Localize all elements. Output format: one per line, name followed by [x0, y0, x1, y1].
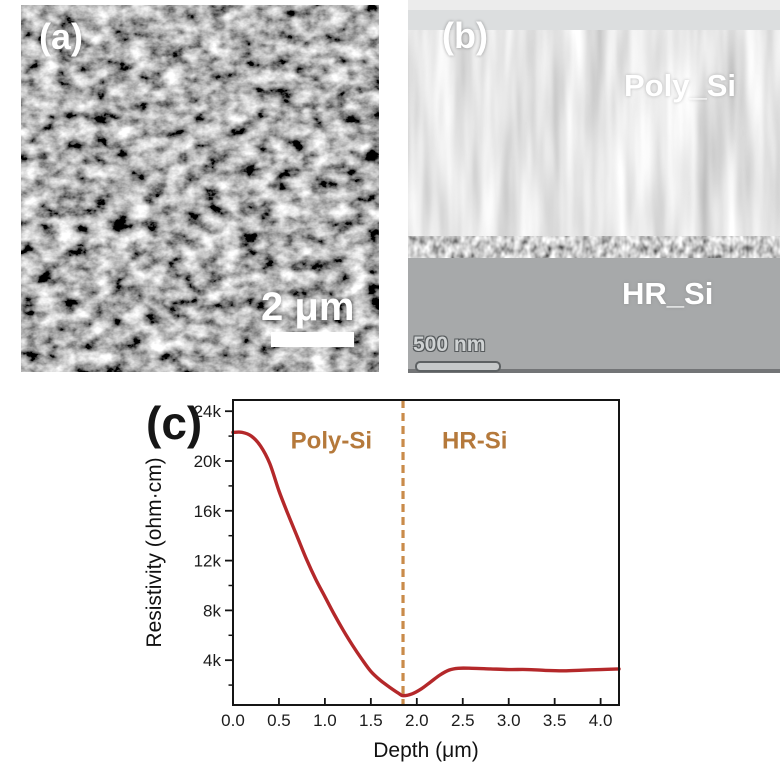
- top-bright-strip: [408, 0, 780, 10]
- svg-text:1.5: 1.5: [359, 711, 383, 730]
- cross-section-panel: (b) Poly_Si HR_Si 500 nm: [408, 0, 780, 373]
- svg-text:8k: 8k: [203, 601, 221, 620]
- svg-text:3.5: 3.5: [543, 711, 567, 730]
- svg-text:4.0: 4.0: [589, 711, 613, 730]
- panel-b-label: (b): [442, 15, 488, 56]
- svg-text:2.0: 2.0: [405, 711, 429, 730]
- svg-text:2.5: 2.5: [451, 711, 475, 730]
- poly-si-columnar-texture: [408, 30, 780, 236]
- poly-si-layer-label: Poly_Si: [624, 68, 736, 103]
- svg-text:0.0: 0.0: [221, 711, 245, 730]
- svg-text:Resistivity (ohm·cm): Resistivity (ohm·cm): [143, 457, 166, 647]
- panel-b-bottom-edge: [408, 369, 780, 373]
- svg-text:Poly-Si: Poly-Si: [291, 428, 372, 455]
- sem-surface-panel: (a) 2 μm: [21, 5, 379, 372]
- svg-text:4k: 4k: [203, 651, 221, 670]
- panel-a-scalebar-text: 2 μm: [261, 285, 355, 329]
- svg-text:12k: 12k: [194, 552, 222, 571]
- svg-text:3.0: 3.0: [497, 711, 521, 730]
- sem-grain-texture: [21, 5, 379, 372]
- svg-text:1.0: 1.0: [313, 711, 337, 730]
- svg-text:HR-Si: HR-Si: [442, 428, 507, 455]
- svg-text:24k: 24k: [194, 402, 222, 421]
- svg-text:20k: 20k: [194, 452, 222, 471]
- hr-si-layer-label: HR_Si: [622, 276, 714, 311]
- panel-b-scalebar: [415, 361, 501, 372]
- top-light-band: [408, 10, 780, 30]
- panel-a-label: (a): [39, 16, 83, 57]
- svg-text:16k: 16k: [194, 502, 222, 521]
- hr-si-substrate-region: [408, 258, 780, 369]
- panel-c-label: (c): [146, 397, 203, 449]
- svg-text:Depth (μm): Depth (μm): [373, 739, 478, 762]
- interface-grain-band: [408, 236, 780, 258]
- panel-a-scalebar: [271, 332, 354, 347]
- resistivity-depth-chart: 4k 8k 12k 16k 20k 24k 0.0 0.5 1.0 1.5 2.0 2.5 3.0 3.5…: [143, 399, 621, 762]
- panel-b-scalebar-text: 500 nm: [413, 333, 486, 356]
- svg-text:0.5: 0.5: [267, 711, 291, 730]
